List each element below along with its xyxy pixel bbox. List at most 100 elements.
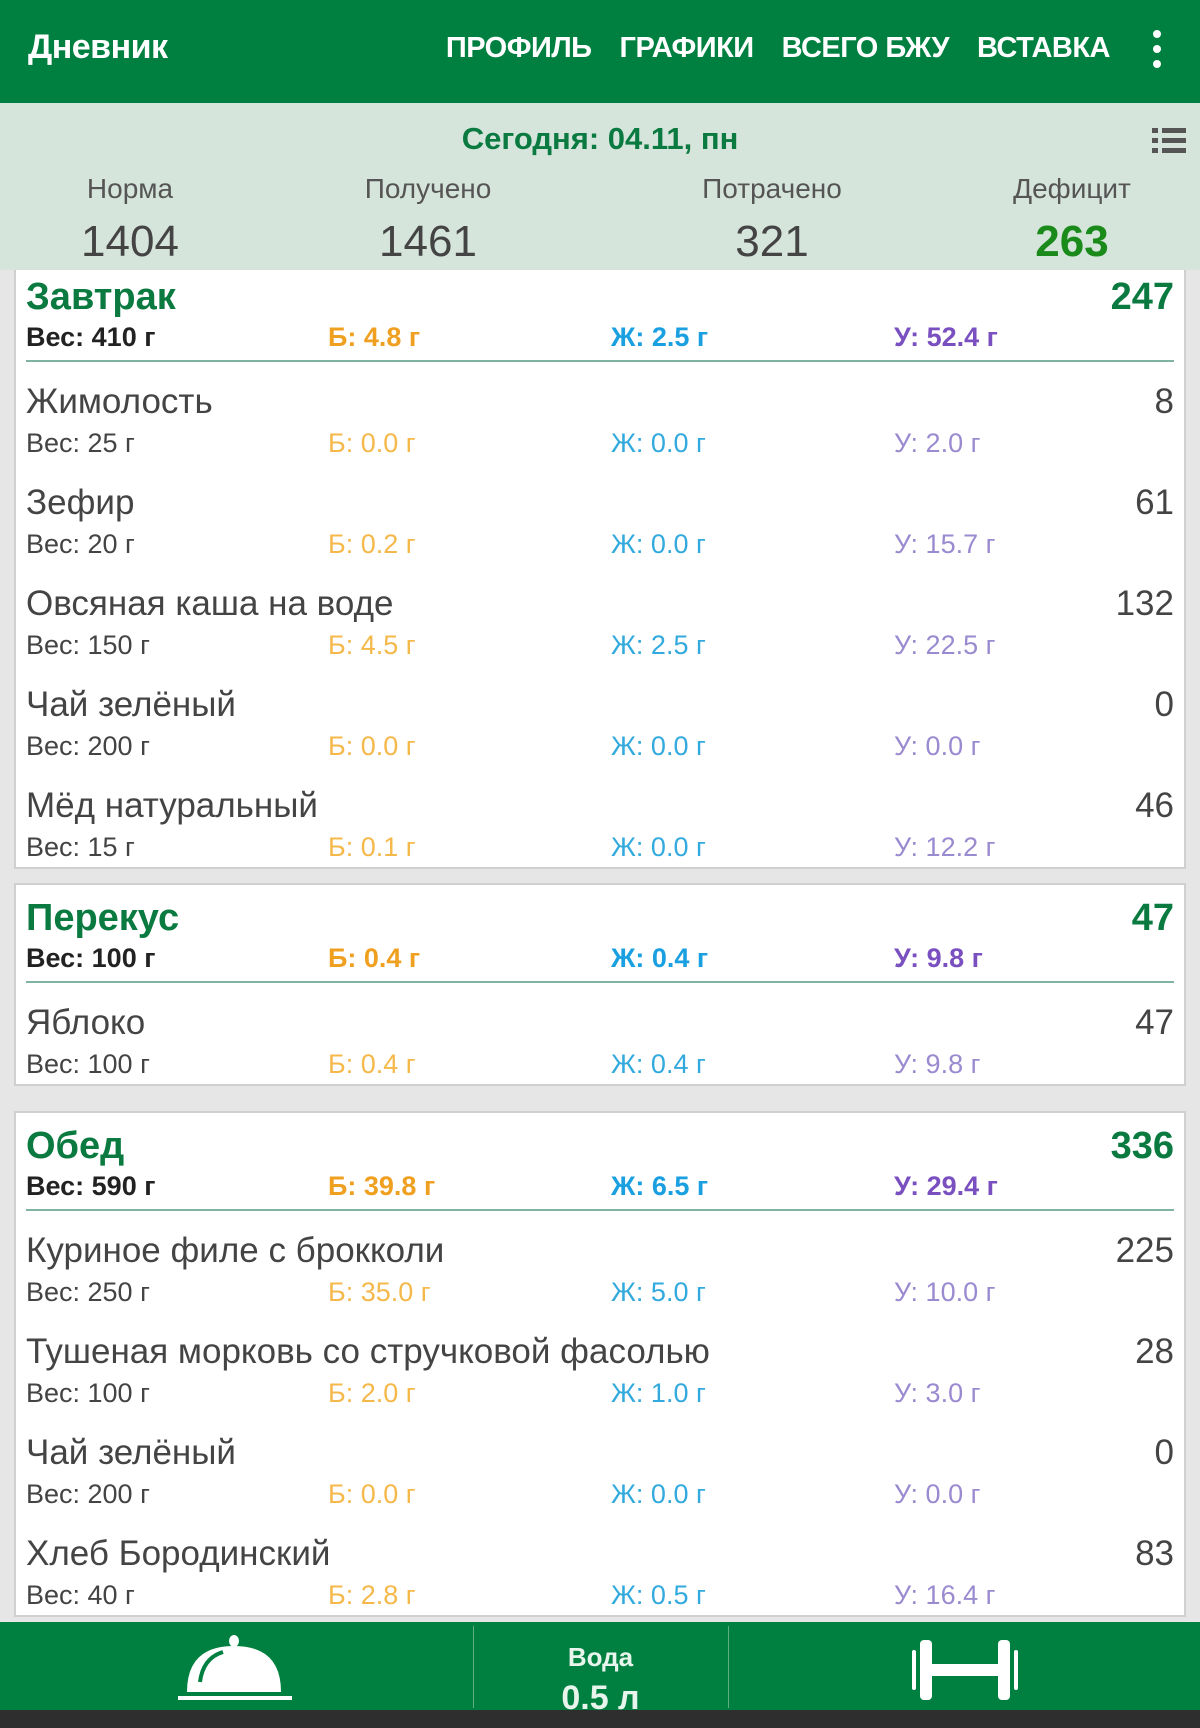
fat-label: Ж: 0.0 г (611, 428, 706, 458)
day-summary: Сегодня: 04.11, пн Норма 1404 Получено 146… (0, 103, 1200, 270)
meal-name: Обед (26, 1125, 125, 1167)
carbs-label: У: 16.4 г (894, 1580, 996, 1610)
fat-label: Ж: 0.0 г (611, 832, 706, 862)
carbs-label: У: 9.8 г (894, 1049, 981, 1079)
meal-header[interactable]: Перекус 47 Вес: 100 г Б: 0.4 г Ж: 0.4 г У: 9.… (16, 885, 1184, 983)
food-kcal: 225 (1115, 1231, 1174, 1270)
meal-header[interactable]: Обед 336 Вес: 590 г Б: 39.8 г Ж: 6.5 г У: 29.… (16, 1113, 1184, 1211)
divider (26, 981, 1174, 983)
food-name: Хлеб Бородинский (26, 1534, 331, 1573)
food-name: Чай зелёный (26, 1433, 236, 1472)
carbs-label: У: 29.4 г (894, 1171, 998, 1201)
list-icon[interactable] (1152, 123, 1186, 158)
stat-spent: Потрачено 321 (642, 173, 902, 267)
carbs-label: У: 0.0 г (894, 1479, 981, 1509)
meal-kcal: 336 (1110, 1125, 1174, 1167)
protein-label: Б: 4.8 г (328, 322, 421, 352)
protein-label: Б: 0.4 г (328, 1049, 416, 1079)
weight-label: Вес: 150 г (26, 630, 150, 660)
divider (26, 1209, 1174, 1211)
stat-received: Получено 1461 (298, 173, 558, 267)
meal-card: Завтрак 247 Вес: 410 г Б: 4.8 г Ж: 2.5 г У: 5… (14, 262, 1186, 869)
food-item[interactable]: Зефир 61 Вес: 20 г Б: 0.2 г Ж: 0.0 г У: 15.7 … (16, 463, 1184, 564)
protein-label: Б: 39.8 г (328, 1171, 436, 1201)
water-label: Вода (567, 1642, 634, 1672)
weight-label: Вес: 40 г (26, 1580, 135, 1610)
weight-label: Вес: 25 г (26, 428, 135, 458)
top-menu: ПРОФИЛЬ ГРАФИКИ ВСЕГО БЖУ ВСТАВКА (445, 32, 1111, 65)
food-name: Куриное филе с брокколи (26, 1231, 445, 1270)
weight-label: Вес: 100 г (26, 1378, 150, 1408)
meal-cloche-icon[interactable] (175, 1634, 295, 1704)
stat-label: Получено (364, 173, 492, 204)
stat-deficit: Дефицит 263 (942, 173, 1200, 267)
food-kcal: 28 (1135, 1332, 1174, 1371)
menu-charts[interactable]: ГРАФИКИ (619, 32, 755, 64)
stat-label: Потрачено (702, 173, 842, 204)
date-label[interactable]: Сегодня: 04.11, пн (461, 121, 739, 156)
weight-label: Вес: 100 г (26, 943, 156, 973)
fat-label: Ж: 0.0 г (611, 529, 706, 559)
protein-label: Б: 0.2 г (328, 529, 416, 559)
food-name: Овсяная каша на воде (26, 584, 394, 623)
stat-value: 321 (735, 217, 809, 266)
food-item[interactable]: Куриное филе с брокколи 225 Вес: 250 г Б: 3… (16, 1211, 1184, 1312)
stat-value: 263 (1035, 217, 1109, 266)
weight-label: Вес: 200 г (26, 731, 150, 761)
system-nav-bar (0, 1710, 1200, 1728)
protein-label: Б: 0.0 г (328, 731, 416, 761)
food-item[interactable]: Тушеная морковь со стручковой фасолью 28 В… (16, 1312, 1184, 1413)
fat-label: Ж: 1.0 г (611, 1378, 706, 1408)
food-kcal: 0 (1154, 1433, 1174, 1472)
fat-label: Ж: 0.5 г (611, 1580, 706, 1610)
stat-label: Норма (86, 173, 174, 204)
food-item[interactable]: Мёд натуральный 46 Вес: 15 г Б: 0.1 г Ж: 0.0… (16, 766, 1184, 867)
food-item[interactable]: Жимолость 8 Вес: 25 г Б: 0.0 г Ж: 0.0 г У: 2.… (16, 362, 1184, 463)
water-counter[interactable]: Вода 0.5 л (473, 1622, 728, 1718)
stat-value: 1461 (379, 217, 477, 266)
divider (26, 360, 1174, 362)
food-item[interactable]: Чай зелёный 0 Вес: 200 г Б: 0.0 г Ж: 0.0 г У:… (16, 665, 1184, 766)
meal-name: Завтрак (26, 276, 176, 318)
weight-label: Вес: 15 г (26, 832, 135, 862)
food-kcal: 0 (1154, 685, 1174, 724)
protein-label: Б: 35.0 г (328, 1277, 431, 1307)
food-name: Яблоко (26, 1003, 146, 1042)
app-bar: Дневник ПРОФИЛЬ ГРАФИКИ ВСЕГО БЖУ ВСТАВК… (0, 0, 1200, 103)
more-options-icon[interactable] (1152, 30, 1162, 68)
carbs-label: У: 0.0 г (894, 731, 981, 761)
food-name: Чай зелёный (26, 685, 236, 724)
fat-label: Ж: 5.0 г (611, 1277, 706, 1307)
carbs-label: У: 52.4 г (894, 322, 998, 352)
stat-norm: Норма 1404 (0, 173, 260, 267)
carbs-label: У: 9.8 г (894, 943, 983, 973)
food-item[interactable]: Чай зелёный 0 Вес: 200 г Б: 0.0 г Ж: 0.0 г У:… (16, 1413, 1184, 1514)
bottom-bar: Вода 0.5 л (0, 1622, 1200, 1717)
meal-header[interactable]: Завтрак 247 Вес: 410 г Б: 4.8 г Ж: 2.5 г У: 5… (16, 264, 1184, 362)
food-kcal: 61 (1135, 483, 1174, 522)
food-item[interactable]: Хлеб Бородинский 83 Вес: 40 г Б: 2.8 г Ж: 0.… (16, 1514, 1184, 1615)
food-item[interactable]: Овсяная каша на воде 132 Вес: 150 г Б: 4.5 … (16, 564, 1184, 665)
food-name: Мёд натуральный (26, 786, 318, 825)
food-name: Жимолость (26, 382, 213, 421)
menu-total-bju[interactable]: ВСЕГО БЖУ (781, 32, 950, 64)
menu-profile[interactable]: ПРОФИЛЬ (445, 32, 592, 64)
food-kcal: 47 (1135, 1003, 1174, 1042)
protein-label: Б: 4.5 г (328, 630, 416, 660)
protein-label: Б: 2.0 г (328, 1378, 416, 1408)
carbs-label: У: 10.0 г (894, 1277, 996, 1307)
dumbbell-icon[interactable] (910, 1640, 1020, 1700)
fat-label: Ж: 2.5 г (611, 630, 706, 660)
carbs-label: У: 12.2 г (894, 832, 996, 862)
protein-label: Б: 0.4 г (328, 943, 421, 973)
app-title: Дневник (28, 28, 168, 66)
menu-insert[interactable]: ВСТАВКА (977, 32, 1110, 64)
carbs-label: У: 15.7 г (894, 529, 996, 559)
food-kcal: 83 (1135, 1534, 1174, 1573)
stat-value: 1404 (81, 217, 179, 266)
food-item[interactable]: Яблоко 47 Вес: 100 г Б: 0.4 г Ж: 0.4 г У: 9.8… (16, 983, 1184, 1084)
fat-label: Ж: 0.0 г (611, 1479, 706, 1509)
food-kcal: 132 (1115, 584, 1174, 623)
protein-label: Б: 0.0 г (328, 428, 416, 458)
carbs-label: У: 3.0 г (894, 1378, 981, 1408)
